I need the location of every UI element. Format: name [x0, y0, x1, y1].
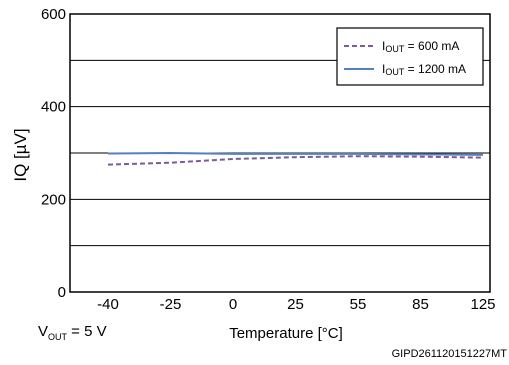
y-axis-title: IQ [µV] [11, 128, 30, 181]
y-tick-label: 200 [41, 191, 66, 208]
x-axis-title: Temperature [°C] [229, 325, 343, 342]
series-lines [107, 151, 484, 166]
y-tick-label: 600 [41, 6, 66, 23]
document-code: GIPD261120151227MT [392, 348, 508, 360]
x-tick-label: -25 [160, 296, 182, 313]
y-tick-label: 0 [58, 284, 66, 301]
y-tick-label: 400 [41, 99, 66, 116]
x-tick-label: 0 [229, 296, 237, 313]
legend-box [336, 27, 484, 86]
legend-label-600: IOUT = 600 mA [382, 39, 459, 54]
x-tick-label: 25 [287, 296, 304, 313]
legend-label-1200: IOUT = 1200 mA [382, 62, 466, 77]
x-tick-label: 55 [350, 296, 367, 313]
series-line-1 [107, 151, 484, 156]
x-tick-label: 85 [412, 296, 429, 313]
y-tick-labels: 0 200 400 600 [41, 6, 66, 301]
condition-note: VOUT = 5 V [38, 323, 107, 342]
plot-frame [69, 13, 491, 293]
x-tick-labels: -40 -25 0 25 55 85 125 [97, 296, 495, 313]
legend: IOUT = 600 mA IOUT = 1200 mA [336, 27, 484, 86]
series-line-0 [107, 155, 484, 166]
x-tick-label: 125 [470, 296, 495, 313]
x-tick-label: -40 [97, 296, 119, 313]
